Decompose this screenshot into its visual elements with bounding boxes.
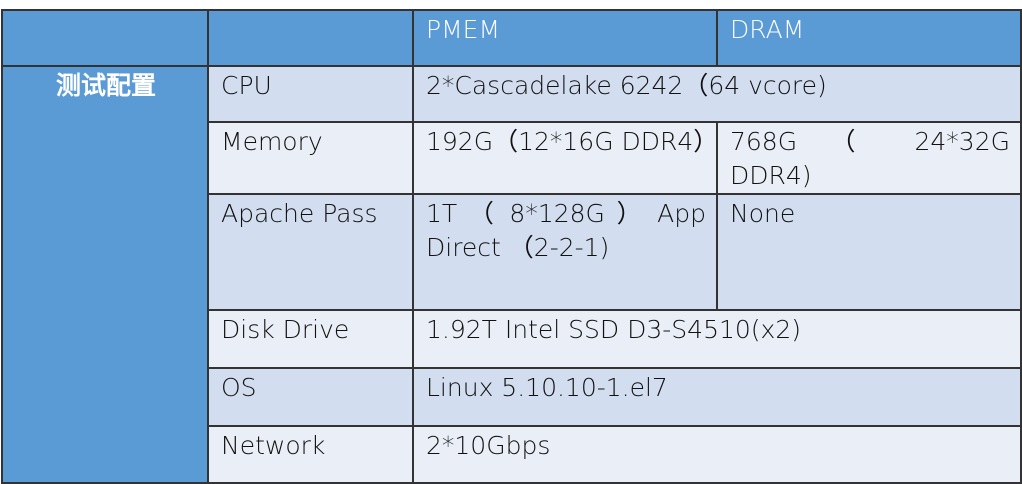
row-value: 2*Cascadelake 6242（64 vcore) — [412, 65, 1022, 123]
row-label: Network — [207, 425, 414, 484]
header-empty-1 — [1, 9, 209, 67]
row-label: CPU — [207, 65, 414, 123]
table-row: 测试配置 CPU 2*Cascadelake 6242（64 vcore) — [1, 65, 1022, 484]
row-value: 2*10Gbps — [412, 425, 1022, 484]
header-row: PMEM DRAM — [1, 9, 1022, 67]
header-pmem: PMEM — [412, 9, 718, 67]
row-value: 1.92T Intel SSD D3-S4510(x2) — [412, 309, 1022, 369]
row-label: Disk Drive — [207, 309, 414, 369]
config-table: PMEM DRAM 测试配置 CPU 2*Cascadelake 6242（64… — [1, 9, 1022, 484]
row-label: Memory — [207, 121, 414, 195]
row-dram: None — [716, 193, 1022, 311]
table-row: OS Linux 5.10.10-1.el7 — [2, 367, 1022, 427]
table-row: Apache Pass 1T （ 8*128G ） App Direct （2-… — [2, 193, 1022, 311]
group-label: 测试配置 — [1, 65, 209, 484]
row-label: Apache Pass — [207, 193, 414, 311]
row-dram: 768G （ 24*32G DDR4) — [716, 121, 1022, 195]
row-value: Linux 5.10.10-1.el7 — [412, 367, 1022, 427]
header-dram: DRAM — [716, 9, 1022, 67]
row-pmem: 1T （ 8*128G ） App Direct （2-2-1) — [412, 193, 718, 311]
table-row: Memory 192G（12*16G DDR4） 768G （ 24*32G D… — [2, 121, 1022, 195]
table-row: Disk Drive 1.92T Intel SSD D3-S4510(x2) — [2, 309, 1022, 369]
header-empty-2 — [207, 9, 414, 67]
table-row: Network 2*10Gbps — [2, 425, 1022, 484]
row-pmem: 192G（12*16G DDR4） — [412, 121, 718, 195]
row-label: OS — [207, 367, 414, 427]
